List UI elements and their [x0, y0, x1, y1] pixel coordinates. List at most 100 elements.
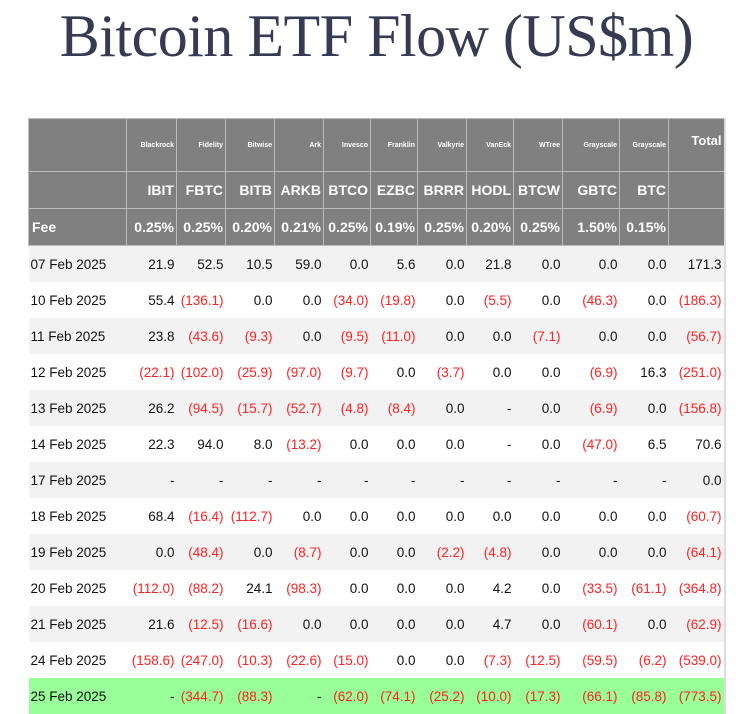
flow-cell: -	[177, 462, 226, 498]
flow-cell: 0.0	[275, 498, 324, 534]
fee-value: 1.50%	[563, 209, 620, 246]
flow-cell: -	[514, 462, 563, 498]
ticker-header: BITB	[226, 172, 275, 209]
fee-value: 0.20%	[226, 209, 275, 246]
flow-cell: 0.0	[514, 570, 563, 606]
total-cell: (60.7)	[669, 498, 725, 534]
flow-cell: 0.0	[324, 246, 371, 283]
date-cell: 11 Feb 2025	[29, 318, 127, 354]
flow-cell: (25.9)	[226, 354, 275, 390]
flow-cell: (112.0)	[127, 570, 177, 606]
flow-cell: -	[467, 426, 514, 462]
total-cell: 0.0	[669, 462, 725, 498]
flow-cell: (8.7)	[275, 534, 324, 570]
flow-cell: -	[226, 462, 275, 498]
flow-cell: (19.8)	[371, 282, 418, 318]
flow-cell: (59.5)	[563, 642, 620, 678]
flow-cell: (22.1)	[127, 354, 177, 390]
flow-cell: 0.0	[563, 246, 620, 283]
flow-cell: 0.0	[514, 354, 563, 390]
header-blank	[669, 172, 725, 209]
date-cell: 12 Feb 2025	[29, 354, 127, 390]
issuer-header: Fidelity	[177, 119, 226, 172]
table-row: 17 Feb 2025-----------0.0	[29, 462, 725, 498]
ticker-header: BRRR	[418, 172, 467, 209]
flow-cell: 0.0	[418, 282, 467, 318]
flow-cell: (6.9)	[563, 390, 620, 426]
flow-cell: (3.7)	[418, 354, 467, 390]
flow-cell: 23.8	[127, 318, 177, 354]
flow-cell: 0.0	[371, 606, 418, 642]
flow-cell: (9.3)	[226, 318, 275, 354]
flow-cell: (4.8)	[324, 390, 371, 426]
flow-cell: 94.0	[177, 426, 226, 462]
flow-cell: 0.0	[418, 390, 467, 426]
ticker-header: IBIT	[127, 172, 177, 209]
total-cell: (156.8)	[669, 390, 725, 426]
flow-cell: (15.7)	[226, 390, 275, 426]
flow-cell: 0.0	[620, 390, 669, 426]
date-cell: 25 Feb 2025	[29, 678, 127, 714]
flow-cell: 0.0	[620, 534, 669, 570]
flow-cell: -	[127, 462, 177, 498]
flow-cell: 0.0	[620, 498, 669, 534]
issuer-header: Blackrock	[127, 119, 177, 172]
flow-cell: 0.0	[514, 246, 563, 283]
flow-cell: 0.0	[514, 390, 563, 426]
flow-cell: -	[467, 390, 514, 426]
flow-cell: 0.0	[275, 282, 324, 318]
flow-cell: (62.0)	[324, 678, 371, 714]
flow-cell: (6.2)	[620, 642, 669, 678]
total-cell: 171.3	[669, 246, 725, 283]
issuer-header: Grayscale	[620, 119, 669, 172]
flow-cell: 0.0	[324, 534, 371, 570]
flow-cell: -	[275, 462, 324, 498]
flow-cell: (97.0)	[275, 354, 324, 390]
table-row: 12 Feb 2025(22.1)(102.0)(25.9)(97.0)(9.7…	[29, 354, 725, 390]
flow-cell: 0.0	[418, 318, 467, 354]
flow-cell: 0.0	[324, 498, 371, 534]
ticker-header: GBTC	[563, 172, 620, 209]
fee-label: Fee	[29, 209, 127, 246]
ticker-header: BTCW	[514, 172, 563, 209]
flow-cell: 55.4	[127, 282, 177, 318]
flow-cell: 8.0	[226, 426, 275, 462]
flow-cell: 0.0	[275, 318, 324, 354]
flow-cell: -	[467, 462, 514, 498]
flow-cell: (48.4)	[177, 534, 226, 570]
flow-cell: (247.0)	[177, 642, 226, 678]
total-cell: (364.8)	[669, 570, 725, 606]
flow-cell: 0.0	[226, 282, 275, 318]
flow-cell: 21.9	[127, 246, 177, 283]
total-cell: (251.0)	[669, 354, 725, 390]
flow-cell: (52.7)	[275, 390, 324, 426]
header-blank	[29, 119, 127, 172]
issuer-header: Bitwise	[226, 119, 275, 172]
ticker-header: HODL	[467, 172, 514, 209]
flow-cell: 0.0	[371, 534, 418, 570]
flow-cell: (16.4)	[177, 498, 226, 534]
flow-cell: 26.2	[127, 390, 177, 426]
flow-cell: 0.0	[620, 246, 669, 283]
date-cell: 07 Feb 2025	[29, 246, 127, 283]
flow-cell: 0.0	[563, 498, 620, 534]
flow-cell: 0.0	[418, 606, 467, 642]
total-cell: (773.5)	[669, 678, 725, 714]
flow-cell: (60.1)	[563, 606, 620, 642]
fee-value: 0.25%	[177, 209, 226, 246]
flow-cell: (15.0)	[324, 642, 371, 678]
flow-cell: (112.7)	[226, 498, 275, 534]
flow-cell: 6.5	[620, 426, 669, 462]
flow-cell: (9.5)	[324, 318, 371, 354]
flow-cell: (2.2)	[418, 534, 467, 570]
flow-cell: 22.3	[127, 426, 177, 462]
flow-cell: 0.0	[514, 534, 563, 570]
flow-cell: -	[418, 462, 467, 498]
flow-cell: 4.7	[467, 606, 514, 642]
issuer-header: Invesco	[324, 119, 371, 172]
header-blank	[669, 209, 725, 246]
